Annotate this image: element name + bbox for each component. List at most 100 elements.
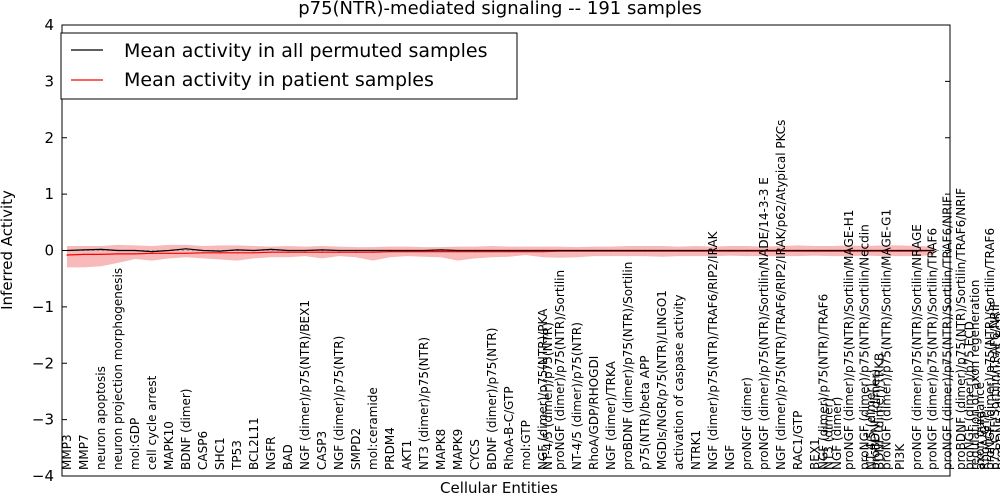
- series-point-permuted: [372, 249, 374, 252]
- category-label: NGF (dimer)/p75(NTR): [332, 336, 346, 470]
- series-point-permuted: [219, 250, 221, 252]
- series-point-permuted: [525, 249, 527, 252]
- category-label: BAD: [281, 444, 295, 470]
- y-tick-label: −2: [32, 354, 54, 372]
- series-point-permuted: [729, 249, 731, 252]
- series-point-permuted: [355, 249, 357, 252]
- series-point-permuted: [610, 249, 612, 252]
- series-point-patient: [355, 251, 357, 253]
- category-label: RAC1/GTP: [791, 411, 805, 470]
- category-label: proNGF (dimer)/p75(NTR)/Sortilin/MAGE-G1: [879, 209, 893, 470]
- category-label: proNGF (dimer)/p75(NTR)/Sortilin/TRAF6: [983, 228, 997, 470]
- category-label: NGF: [723, 445, 737, 470]
- y-tick-label: −1: [32, 298, 54, 316]
- category-label: axon guidance: [973, 382, 987, 470]
- x-axis-title: Cellular Entities: [440, 479, 558, 497]
- category-label: NTRK1: [689, 430, 703, 470]
- chart-title: p75(NTR)-mediated signaling -- 191 sampl…: [298, 0, 702, 19]
- category-label: NT3 (dimer)/p75(NTR): [417, 337, 431, 470]
- y-axis-title: Inferred Activity: [0, 190, 16, 310]
- category-label: proNGF (dimer): [740, 377, 754, 470]
- category-label: TP53: [230, 440, 244, 471]
- series-point-patient: [185, 252, 187, 254]
- category-label: MMP7: [77, 434, 91, 470]
- series-point-patient: [168, 252, 170, 254]
- series-point-permuted: [763, 249, 765, 252]
- category-label: MAPK8: [434, 429, 448, 470]
- series-point-permuted: [746, 249, 748, 252]
- series-point-permuted: [151, 251, 153, 253]
- series-point-permuted: [185, 248, 187, 250]
- series-point-patient: [508, 251, 510, 253]
- category-label: NGF (dimer)/p75(NTR)/TRAF6/RIP2/IRAK: [706, 230, 720, 470]
- category-label: NT-4/5 (dimer): [864, 383, 878, 470]
- series-point-permuted: [797, 249, 799, 252]
- series-point-patient: [457, 251, 459, 253]
- series-point-patient: [100, 253, 102, 255]
- y-tick-label: 3: [44, 72, 54, 90]
- series-point-patient: [151, 252, 153, 254]
- series-point-permuted: [814, 249, 816, 252]
- series-point-permuted: [576, 249, 578, 252]
- category-label: MAPK10: [162, 421, 176, 470]
- category-label: proNGF (dimer)/p75(NTR)/Sortilin/TRAF6: [925, 228, 939, 470]
- series-point-permuted: [712, 249, 714, 252]
- series-point-permuted: [933, 249, 935, 252]
- series-line-permuted: [66, 248, 934, 253]
- series-point-patient: [338, 251, 340, 253]
- series-point-permuted: [661, 249, 663, 252]
- plot-area: MMP3 MMP7 neuron apoptosis neuron projectio…: [60, 120, 1000, 471]
- category-label: BDNF (dimer)/p75(NTR): [485, 328, 499, 470]
- y-tick-label: −3: [32, 411, 54, 429]
- series-point-patient: [542, 251, 544, 253]
- category-label: p75 CTF/Sortilin/TRAF6/NRIF: [988, 301, 1000, 470]
- category-label: MAPK9: [451, 429, 465, 470]
- category-label: mol:GDP: [128, 418, 142, 470]
- series-point-permuted: [321, 249, 323, 251]
- series-point-permuted: [134, 249, 136, 252]
- series-point-permuted: [644, 249, 646, 252]
- series-point-permuted: [831, 249, 833, 252]
- series-point-patient: [491, 251, 493, 253]
- category-label: proBDNF (dimer)/p75(NTR)/Sortilin: [621, 262, 635, 470]
- y-tick-label: −4: [32, 467, 54, 485]
- series-point-permuted: [474, 249, 476, 252]
- category-label: NT3 (dimer)/TRKC: [998, 363, 1000, 470]
- series-point-permuted: [304, 249, 306, 252]
- series-point-patient: [389, 251, 391, 253]
- series-point-permuted: [287, 249, 289, 252]
- series-point-patient: [440, 251, 442, 253]
- legend-label-patient: Mean activity in patient samples: [124, 69, 434, 91]
- category-label: proNGF (dimer)/p75(NTR)/Sortilin/MAGE-H1: [842, 210, 856, 470]
- category-label: SHC1: [213, 437, 227, 470]
- category-label: RhoA/GTP: [978, 411, 992, 470]
- category-labels: MMP3 MMP7 neuron apoptosis neuron projectio…: [60, 120, 1000, 471]
- series-point-patient: [253, 252, 255, 254]
- y-tick-label: 2: [44, 129, 54, 147]
- category-label: proNGF (dimer)/p75(NTR)/Sortilin/Necdin: [857, 224, 871, 470]
- category-label: BEX1: [808, 438, 822, 470]
- series-layer: [66, 248, 935, 256]
- series-point-permuted: [168, 249, 170, 252]
- category-label: RhoA-B-C/GTP: [502, 386, 516, 470]
- y-tick-label: 4: [44, 16, 54, 34]
- series-point-permuted: [695, 249, 697, 252]
- legend: Mean activity in all permuted samples Me…: [60, 32, 518, 100]
- y-tick-label: 0: [44, 242, 54, 260]
- category-label: PRDM4: [383, 427, 397, 470]
- legend-frame: [60, 32, 518, 100]
- category-label: proNGF (dimer)/p75(NTR)/Sortilin: [553, 270, 567, 470]
- category-label: RhoA/GDP/RHOGDI: [587, 356, 601, 470]
- series-point-permuted: [236, 249, 238, 251]
- category-label: proNGF (dimer)/p75 ECD: [963, 321, 977, 470]
- series-point-permuted: [780, 249, 782, 252]
- category-label: mol:GTP: [519, 420, 533, 470]
- category-label: activation of caspase activity: [672, 295, 686, 470]
- series-point-patient: [134, 253, 136, 255]
- series-point-patient: [83, 253, 85, 255]
- y-axis-ticks: −4 −3 −2 −1 0 1 2 3 4: [32, 16, 950, 485]
- category-label: NGF (dimer)/TRKA: [604, 360, 618, 470]
- category-label: MGDIs/NGR/p75(NTR)/LINGO1: [655, 290, 669, 470]
- series-point-patient: [236, 252, 238, 254]
- category-label: PI3K: [893, 443, 907, 470]
